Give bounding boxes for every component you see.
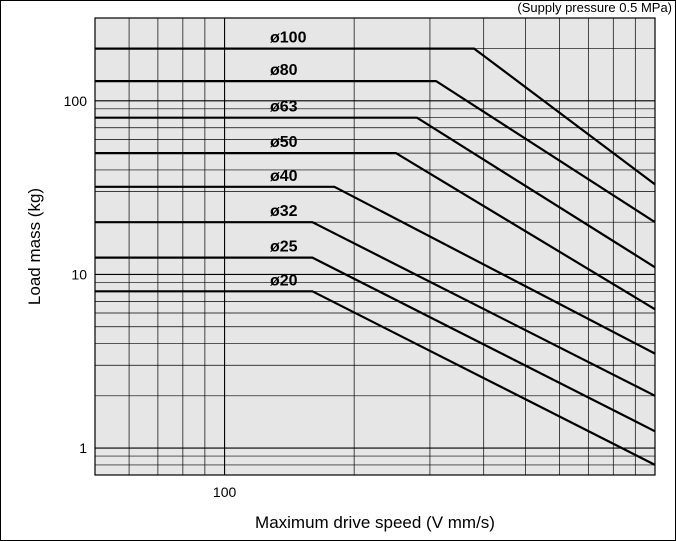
series-lines [95, 47, 656, 466]
series-line [95, 221, 656, 397]
plot-area [95, 18, 655, 475]
series-label: ø20 [270, 272, 298, 289]
y-tick-label: 10 [71, 267, 87, 283]
series-line [95, 256, 656, 433]
x-tick-labels: 100 [213, 484, 237, 500]
series-label: ø100 [270, 30, 307, 47]
x-axis-title: Maximum drive speed (V mm/s) [255, 513, 495, 532]
series-line [95, 79, 656, 224]
series-label: ø25 [270, 239, 298, 256]
series-labels: ø100 ø80 ø63 ø50 ø40 ø32 ø25 ø20 [270, 30, 307, 290]
series-label: ø80 [270, 62, 298, 79]
y-tick-labels: 1 10 100 [64, 93, 88, 456]
series-line [95, 116, 656, 269]
series-line [95, 47, 656, 186]
series-label: ø50 [270, 134, 298, 151]
y-tick-label: 1 [79, 440, 87, 456]
plot-border [94, 17, 656, 476]
series-line [95, 185, 656, 355]
series-label: ø32 [270, 203, 298, 220]
series-line [95, 290, 656, 466]
series-label: ø40 [270, 168, 298, 185]
series-line [95, 152, 656, 311]
series-label: ø63 [270, 99, 298, 116]
y-axis-title: Load mass (kg) [25, 188, 44, 305]
y-tick-label: 100 [64, 93, 88, 109]
chart-header-note: (Supply pressure 0.5 MPa) [517, 0, 672, 15]
x-tick-label: 100 [213, 484, 237, 500]
